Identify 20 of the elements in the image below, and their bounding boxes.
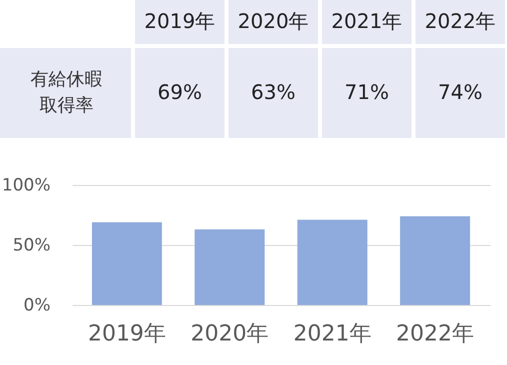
category-label: 2020年 [238, 9, 309, 33]
category-label: 2021年 [331, 9, 402, 33]
y-tick-label: 0% [24, 296, 50, 316]
x-tick-label: 2022年 [396, 322, 474, 346]
text: 74% [438, 80, 482, 104]
bar [400, 216, 470, 305]
y-tick-label: 100% [2, 176, 50, 196]
category-label: 2019年 [144, 9, 216, 33]
y-tick-label: 50% [12, 236, 50, 256]
x-tick-label: 2019年 [88, 322, 166, 346]
x-tick-label: 2021年 [293, 322, 372, 346]
text: 69% [158, 80, 202, 104]
bar [297, 220, 368, 305]
text: 71% [344, 80, 389, 104]
bar [92, 222, 162, 305]
category-label: 2022年 [424, 9, 496, 33]
bar [194, 229, 265, 305]
text: 有給休暇取得率 [30, 69, 102, 116]
x-tick-label: 2020年 [190, 322, 269, 346]
text: 63% [251, 80, 296, 104]
